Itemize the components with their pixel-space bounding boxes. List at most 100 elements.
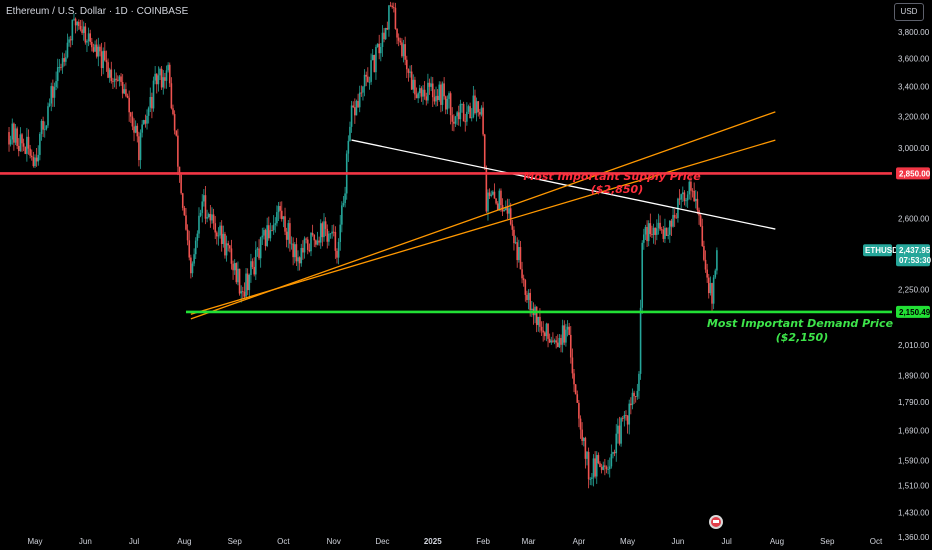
candle-body [13,123,15,143]
candle-body [402,44,405,57]
candle-body [448,93,450,99]
candle-body [209,214,212,221]
candle-body [651,234,653,236]
candle-body [347,140,350,154]
candle-body [128,97,130,113]
candle-body [485,167,488,212]
annotations-layer: Most Important Supply Price($2,850) Most … [523,170,893,344]
candle-body [73,18,75,20]
candle-body [430,83,432,87]
candle-body [680,194,682,200]
candle-body [495,198,497,204]
price-tick: 1,430.00 [898,509,930,518]
candle-body [527,292,530,300]
time-tick: Aug [770,537,784,546]
candle-body [459,104,462,120]
candle-body [40,120,43,134]
candle-body [321,223,324,238]
candle-body [555,340,557,343]
candle-body [66,42,69,58]
candle-body [290,243,293,245]
candle-body [649,223,652,235]
candle-body [508,208,510,214]
candle-body [388,5,390,30]
time-tick: Aug [177,537,191,546]
candle-body [693,190,695,202]
candle-body [435,95,437,102]
candle-body [178,166,181,175]
candle-body [586,451,588,459]
candle-body [511,224,514,230]
candle-body [505,206,507,211]
candle-body [180,174,182,194]
candle-body [368,81,371,83]
candle-body [690,181,692,191]
candle-body [237,268,239,283]
candle-body [631,392,634,406]
candle-body [329,233,332,235]
candle-body [89,33,92,42]
candle-body [602,465,605,470]
candle-body [363,74,366,87]
candle-body [685,200,687,202]
candle-body [574,384,577,395]
candle-body [464,121,467,123]
candle-body [375,47,377,73]
candle-body [276,212,278,224]
candle-body [56,67,59,82]
candle-body [243,291,246,297]
candle-body [27,136,30,149]
candle-body [672,214,674,227]
candle-body [441,83,444,105]
candle-body [509,208,512,225]
candle-body [95,44,98,57]
candle-body [560,338,562,345]
candle-body [185,215,187,230]
candle-body [259,237,262,259]
candle-body [160,68,163,88]
candle-body [142,120,145,125]
candle-body [480,107,483,115]
candle-body [503,210,506,212]
candle-body [703,246,705,260]
candle-body [371,54,374,61]
candle-body [47,106,49,126]
candle-body [599,463,601,468]
candle-body [519,247,522,270]
candle-body [152,80,155,109]
candle-body [55,81,57,87]
event-marker[interactable] [709,515,723,529]
candle-body [440,84,442,105]
candle-body [634,396,637,397]
time-tick: Feb [476,537,490,546]
time-tick: Apr [573,537,586,546]
candle-body [470,117,473,119]
candle-body [172,108,174,115]
candle-body [141,124,143,133]
candle-body [82,26,85,33]
candle-body [219,225,221,236]
price-tick: 1,890.00 [898,371,930,380]
candle-body [21,134,23,144]
currency-button[interactable]: USD [894,3,924,21]
candle-body [190,257,192,274]
candle-body [271,230,273,231]
candle-body [125,89,127,96]
candle-body [323,221,325,238]
time-tick: Nov [327,537,341,546]
candle-body [60,67,62,68]
candle-body [625,415,627,416]
candle-body [712,277,715,304]
candle-body [240,291,242,294]
candle-body [183,207,186,216]
candle-body [173,114,176,131]
candle-body [477,101,480,113]
candle-body [394,7,397,29]
candle-body [336,250,338,258]
candle-body [397,37,400,41]
candle-body [58,67,61,68]
candle-body [207,214,210,218]
candle-body [269,230,272,239]
candle-body [233,263,236,271]
